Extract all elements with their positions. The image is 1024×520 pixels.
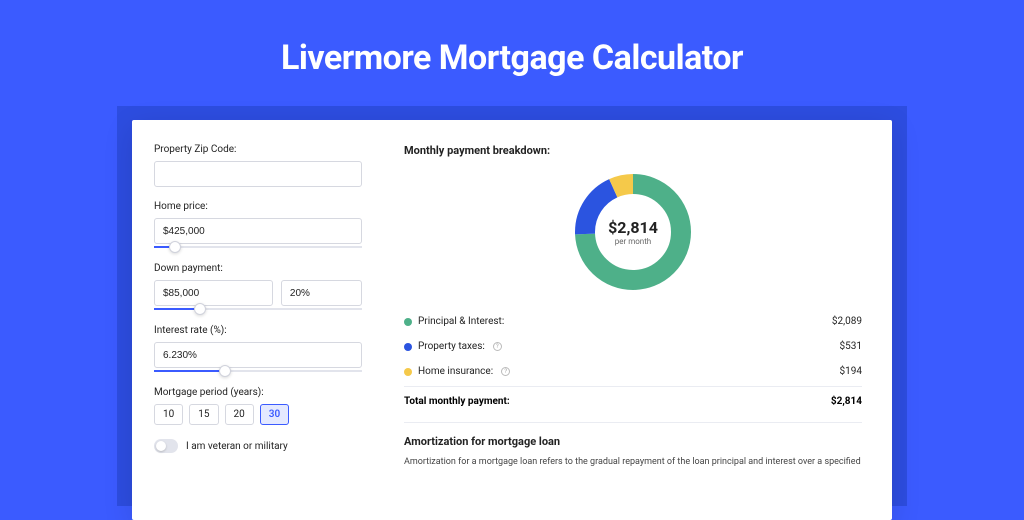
donut-amount: $2,814	[608, 218, 658, 237]
donut-sub: per month	[615, 237, 651, 246]
down-payment-label: Down payment:	[154, 263, 362, 274]
down-payment-slider[interactable]	[154, 305, 362, 317]
total-row: Total monthly payment: $2,814	[404, 386, 862, 416]
period-pill-30[interactable]: 30	[260, 404, 289, 425]
down-payment-input[interactable]	[154, 280, 273, 306]
legend-dot	[404, 343, 412, 351]
legend-label: Property taxes:	[418, 341, 485, 352]
zip-label: Property Zip Code:	[154, 144, 362, 155]
legend-dot	[404, 368, 412, 376]
hero: Livermore Mortgage Calculator	[0, 0, 1024, 106]
amortization-text: Amortization for a mortgage loan refers …	[404, 456, 862, 469]
rate-slider[interactable]	[154, 367, 362, 379]
calculator-card: Property Zip Code: Home price: Down paym…	[132, 120, 892, 520]
home-price-input[interactable]	[154, 218, 362, 244]
total-value: $2,814	[831, 396, 862, 407]
period-pill-15[interactable]: 15	[189, 404, 218, 425]
breakdown-title: Monthly payment breakdown:	[404, 144, 862, 157]
legend-row: Principal & Interest: $2,089	[404, 309, 862, 334]
legend-row: Property taxes:? $531	[404, 334, 862, 359]
period-pill-20[interactable]: 20	[225, 404, 254, 425]
veteran-toggle[interactable]	[154, 439, 178, 453]
legend-label: Principal & Interest:	[418, 316, 504, 327]
amortization-title: Amortization for mortgage loan	[404, 435, 862, 448]
legend: Principal & Interest: $2,089 Property taxe…	[404, 309, 862, 384]
veteran-label: I am veteran or military	[186, 441, 288, 452]
legend-value: $194	[840, 366, 862, 377]
legend-value: $531	[840, 341, 862, 352]
zip-input[interactable]	[154, 161, 362, 187]
info-icon[interactable]: ?	[493, 342, 502, 351]
down-payment-pct-input[interactable]	[281, 280, 362, 306]
donut-chart: $2,814 per month	[404, 165, 862, 309]
amortization-section: Amortization for mortgage loan Amortizat…	[404, 422, 862, 469]
legend-dot	[404, 318, 412, 326]
period-label: Mortgage period (years):	[154, 387, 362, 398]
home-price-label: Home price:	[154, 201, 362, 212]
total-label: Total monthly payment:	[404, 396, 510, 407]
legend-label: Home insurance:	[418, 366, 493, 377]
info-icon[interactable]: ?	[501, 367, 510, 376]
period-pills: 10 15 20 30	[154, 404, 362, 425]
form-panel: Property Zip Code: Home price: Down paym…	[132, 120, 384, 520]
calculator-strip: Property Zip Code: Home price: Down paym…	[117, 106, 907, 506]
legend-value: $2,089	[832, 316, 862, 327]
legend-row: Home insurance:? $194	[404, 359, 862, 384]
page-title: Livermore Mortgage Calculator	[0, 38, 1024, 78]
slider-thumb[interactable]	[169, 241, 181, 253]
slider-thumb[interactable]	[194, 303, 206, 315]
breakdown-panel: Monthly payment breakdown: $2,814 per mo…	[384, 120, 892, 520]
rate-input[interactable]	[154, 342, 362, 368]
home-price-slider[interactable]	[154, 243, 362, 255]
rate-label: Interest rate (%):	[154, 325, 362, 336]
period-pill-10[interactable]: 10	[154, 404, 183, 425]
slider-thumb[interactable]	[219, 365, 231, 377]
